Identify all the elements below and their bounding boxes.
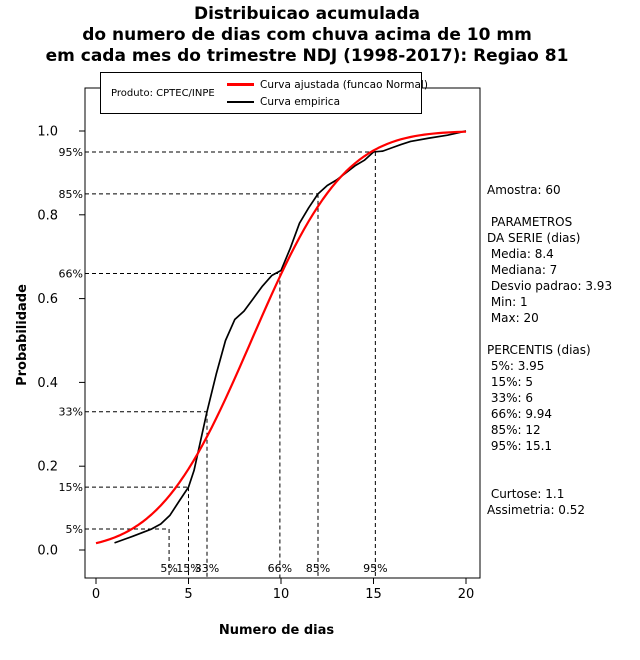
- info-line-6: Desvio padrao: 3.93: [487, 279, 613, 293]
- info-line-19: Curtose: 1.1: [487, 487, 565, 501]
- x-tick-label: 5: [184, 587, 192, 602]
- percentile-left-label: 33%: [59, 406, 83, 419]
- legend-items: Curva ajustada (funcao Normal) Curva emp…: [227, 79, 428, 108]
- y-tick-label: 1.0: [37, 125, 58, 140]
- chart-title: Distribuicao acumulada do numero de dias…: [0, 4, 614, 67]
- info-line-13: 33%: 6: [487, 391, 533, 405]
- info-line-11: 5%: 3.95: [487, 359, 545, 373]
- percentile-bottom-label: 66%: [268, 562, 292, 575]
- legend-label-empirical: Curva empirica: [260, 95, 341, 108]
- y-tick-label: 0.6: [37, 292, 58, 307]
- y-tick-label: 0.8: [37, 208, 58, 223]
- x-axis-label: Numero de dias: [218, 623, 335, 638]
- y-tick-label: 0.2: [37, 460, 58, 475]
- percentile-bottom-label: 5%: [160, 562, 177, 575]
- legend-label-fitted: Curva ajustada (funcao Normal): [260, 78, 428, 91]
- stats-panel: Amostra: 60 PARAMETROS DA SERIE (dias) Me…: [487, 182, 639, 518]
- percentile-left-label: 5%: [66, 523, 83, 536]
- info-line-15: 85%: 12: [487, 423, 541, 437]
- percentile-left-label: 85%: [59, 188, 83, 201]
- title-line-3: em cada mes do trimestre NDJ (1998-2017)…: [45, 46, 569, 66]
- info-line-5: Mediana: 7: [487, 263, 558, 277]
- info-line-4: Media: 8.4: [487, 247, 554, 261]
- percentile-bottom-label: 15%: [176, 562, 200, 575]
- legend-item-fitted: Curva ajustada (funcao Normal): [227, 79, 428, 91]
- empirical-curve: [114, 130, 467, 544]
- x-tick-label: 0: [92, 587, 100, 602]
- percentile-left-label: 15%: [59, 481, 83, 494]
- y-tick-label: 0.0: [37, 544, 58, 559]
- title-line-1: Distribuicao acumulada: [193, 4, 421, 24]
- info-line-9: [487, 326, 639, 342]
- y-tick-label: 0.4: [37, 376, 58, 391]
- info-line-17: [487, 454, 639, 470]
- info-line-14: 66%: 9.94: [487, 407, 553, 421]
- info-line-0: Amostra: 60: [487, 183, 561, 197]
- y-axis-label: Probabilidade: [15, 284, 30, 386]
- info-line-16: 95%: 15.1: [487, 439, 553, 453]
- info-line-18: [487, 470, 639, 486]
- fitted-curve: [95, 130, 467, 545]
- info-line-2: PARAMETROS: [487, 215, 573, 229]
- legend: Produto: CPTEC/INPE Curva ajustada (func…: [100, 72, 428, 114]
- fitted-line-swatch: [227, 83, 254, 86]
- percentile-left-label: 66%: [59, 267, 83, 280]
- info-line-20: Assimetria: 0.52: [487, 503, 586, 517]
- info-line-12: 15%: 5: [487, 375, 533, 389]
- product-label: Produto: CPTEC/INPE: [111, 87, 215, 99]
- title-line-2: do numero de dias com chuva acima de 10 …: [82, 25, 532, 45]
- x-tick-label: 20: [458, 587, 475, 602]
- x-tick-label: 15: [365, 587, 382, 602]
- empirical-line-swatch: [227, 100, 254, 103]
- percentile-bottom-label: 85%: [306, 562, 330, 575]
- info-line-1: [487, 198, 639, 214]
- percentile-bottom-label: 95%: [363, 562, 387, 575]
- percentile-bottom-label: 33%: [195, 562, 219, 575]
- percentile-left-label: 95%: [59, 146, 83, 159]
- info-line-8: Max: 20: [487, 311, 539, 325]
- legend-item-empirical: Curva empirica: [227, 96, 428, 108]
- info-line-7: Min: 1: [487, 295, 528, 309]
- info-line-3: DA SERIE (dias): [487, 231, 581, 245]
- plot-border: [84, 87, 481, 579]
- x-tick-label: 10: [273, 587, 290, 602]
- info-line-10: PERCENTIS (dias): [487, 343, 591, 357]
